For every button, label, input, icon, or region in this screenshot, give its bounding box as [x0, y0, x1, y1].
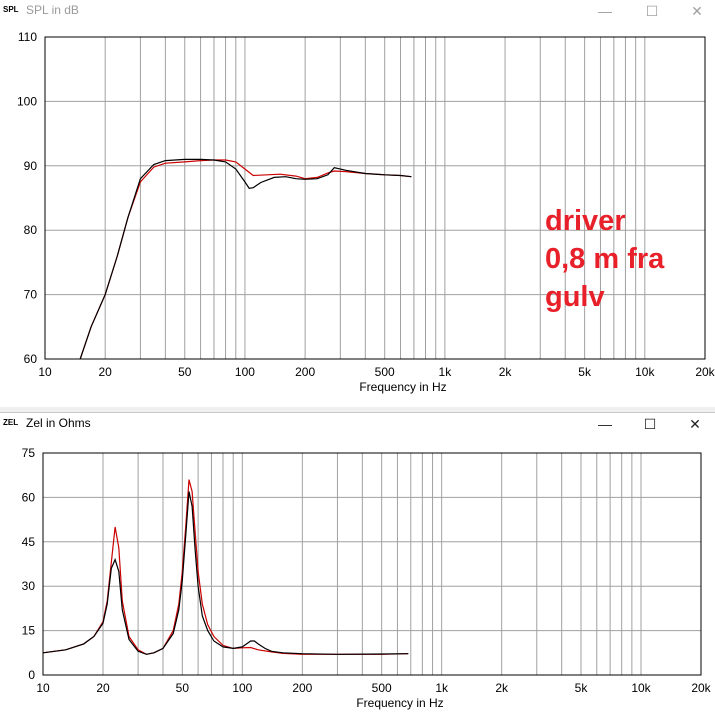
spl-window: SPL SPL in dB — ☐ ✕ 60 70 80 90 100 110 10 20 50… — [0, 0, 715, 394]
minimize-button[interactable]: — — [598, 416, 612, 432]
spl-window-title: SPL in dB — [26, 3, 79, 17]
y-tick-label: 0 — [28, 668, 35, 682]
x-tick-label: 10k — [631, 681, 651, 695]
y-tick-label: 100 — [17, 94, 37, 108]
x-tick-label: 1k — [435, 681, 449, 695]
y-tick-label: 15 — [22, 624, 36, 638]
y-tick-label: 110 — [18, 30, 37, 44]
x-tick-label: 20 — [96, 681, 110, 695]
x-tick-label: 10 — [36, 681, 50, 695]
y-tick-label: 45 — [22, 535, 36, 549]
zel-window-icon: ZEL — [3, 418, 19, 427]
maximize-button[interactable]: ☐ — [643, 416, 657, 432]
x-tick-label: 10 — [38, 365, 52, 379]
y-tick-label: 60 — [22, 490, 36, 504]
minimize-button[interactable]: — — [598, 3, 612, 19]
spl-window-icon: SPL — [3, 5, 19, 14]
zel-title-bar[interactable]: ZEL Zel in Ohms — ☐ ✕ — [0, 413, 715, 435]
close-button[interactable]: ✕ — [691, 3, 703, 19]
x-tick-label: 50 — [178, 365, 192, 379]
x-tick-label: 5k — [575, 681, 589, 695]
annotation-text: driver 0,8 m fra gulv — [545, 202, 664, 316]
x-tick-label: 100 — [232, 681, 252, 695]
x-tick-label: 20k — [691, 681, 711, 695]
x-tick-label: 20 — [99, 365, 113, 379]
series-line-black — [79, 158, 412, 359]
series-line-red — [43, 479, 409, 655]
x-tick-label: 200 — [295, 365, 315, 379]
x-axis-label: Frequency in Hz — [359, 380, 446, 394]
x-tick-label: 500 — [372, 681, 392, 695]
series-line-black — [43, 491, 409, 655]
x-tick-label: 10k — [635, 365, 655, 379]
plot-frame — [42, 452, 702, 676]
window-gap — [0, 407, 715, 412]
spl-chart: 60 70 80 90 100 110 10 20 50 100 200 500 1k 2k 5k 10k 20… — [17, 30, 715, 394]
y-tick-label: 80 — [24, 223, 38, 237]
x-tick-label: 100 — [235, 365, 255, 379]
y-tick-label: 60 — [24, 352, 38, 366]
y-tick-label: 30 — [22, 579, 36, 593]
x-tick-label: 2k — [495, 681, 509, 695]
x-tick-label: 1k — [439, 365, 453, 379]
annotation-line: driver — [545, 205, 626, 237]
x-tick-label: 50 — [176, 681, 190, 695]
y-tick-label: 90 — [24, 159, 38, 173]
x-tick-label: 200 — [292, 681, 312, 695]
spl-title-bar[interactable]: SPL SPL in dB — ☐ ✕ — [0, 0, 715, 22]
close-button[interactable]: ✕ — [689, 416, 701, 432]
y-tick-label: 75 — [22, 446, 36, 460]
x-axis-label: Frequency in Hz — [356, 696, 443, 710]
plot-frame — [44, 36, 706, 360]
x-tick-label: 20k — [695, 365, 715, 379]
x-tick-label: 500 — [375, 365, 395, 379]
zel-window-title: Zel in Ohms — [26, 416, 91, 430]
x-tick-label: 5k — [578, 365, 592, 379]
zel-window: ZEL Zel in Ohms — ☐ ✕ 0 15 30 45 60 75 10 20 50 1… — [0, 412, 715, 726]
maximize-button[interactable]: ☐ — [645, 3, 659, 19]
y-tick-label: 70 — [24, 288, 38, 302]
annotation-line: gulv — [545, 281, 605, 313]
zel-chart: 0 15 30 45 60 75 10 20 50 100 200 500 1k 2k 5k 10k 20k Fr… — [22, 446, 712, 710]
series-line-red — [79, 159, 412, 359]
annotation-line: 0,8 m fra — [545, 243, 665, 275]
x-tick-label: 2k — [499, 365, 513, 379]
